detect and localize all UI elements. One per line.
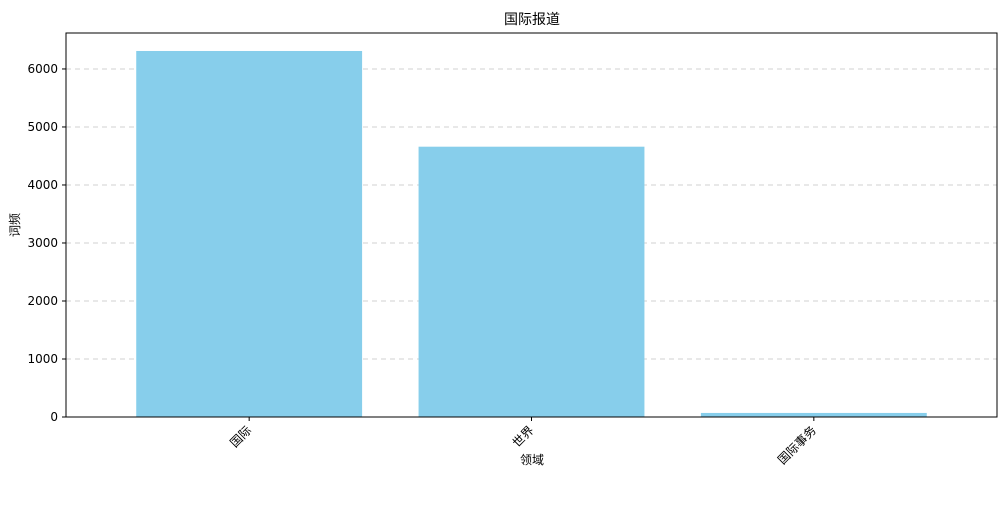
y-tick-label: 0 — [50, 410, 58, 424]
y-tick-label: 2000 — [27, 294, 58, 308]
x-tick-label: 世界 — [510, 423, 537, 450]
y-tick-label: 3000 — [27, 236, 58, 250]
bar-1 — [136, 50, 363, 417]
y-tick-label: 1000 — [27, 352, 58, 366]
bar-2 — [418, 146, 645, 418]
y-axis-label: 词频 — [8, 213, 22, 237]
bar-layer — [136, 50, 927, 418]
y-tick-label: 4000 — [27, 178, 58, 192]
y-tick-label: 5000 — [27, 120, 58, 134]
x-tick-label: 国际 — [227, 423, 254, 450]
y-tick-label: 6000 — [27, 62, 58, 76]
x-axis-label: 领域 — [520, 453, 544, 467]
y-axis-ticks: 0 1000 2000 3000 4000 5000 6000 — [27, 62, 66, 424]
x-tick-label: 国际事务 — [774, 423, 819, 468]
bar-3 — [700, 412, 927, 417]
chart-title: 国际报道 — [504, 12, 560, 28]
